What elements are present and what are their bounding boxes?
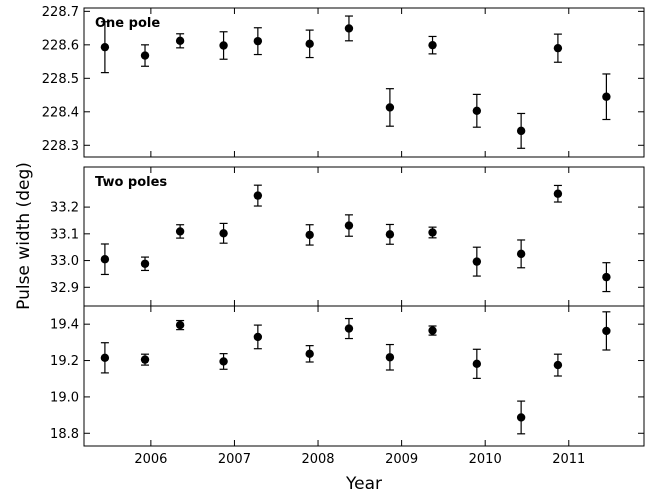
- data-point: [253, 36, 263, 46]
- data-point: [516, 249, 526, 259]
- data-point: [305, 349, 314, 359]
- y-tick-label: 228.4: [42, 105, 79, 120]
- data-point: [140, 355, 150, 364]
- data-point: [219, 41, 228, 50]
- data-point: [553, 360, 563, 370]
- y-tick-label: 32.9: [50, 281, 79, 296]
- panel-title: Two poles: [95, 175, 167, 190]
- data-point: [175, 320, 185, 330]
- panel-1: 228.3 228.4 228.5 228.6 228.7 One pole: [42, 5, 645, 158]
- panel-frame: [83, 305, 645, 447]
- data-point: [472, 257, 482, 266]
- x-axis-title: Year: [345, 474, 382, 490]
- data-point: [553, 43, 563, 53]
- data-point: [428, 40, 437, 50]
- y-tick-label: 33.2: [50, 201, 79, 216]
- data-point: [140, 259, 150, 268]
- data-point: [553, 189, 563, 198]
- data-point: [472, 359, 482, 369]
- x-axis: 2006 2007 2008 2009 2010 2011: [134, 452, 585, 467]
- data-point: [175, 36, 185, 46]
- data-point: [253, 191, 263, 200]
- panel-frame: [83, 7, 645, 158]
- y-tick-label: 33.1: [50, 227, 79, 242]
- data-point: [344, 24, 354, 33]
- y-tick-label: 228.5: [42, 72, 79, 87]
- data-point: [100, 255, 110, 264]
- data-point: [428, 228, 437, 237]
- data-point: [385, 230, 395, 239]
- x-tick-label: 2006: [134, 452, 167, 467]
- data-point: [219, 357, 228, 366]
- y-tick-label: 19.4: [50, 318, 79, 333]
- data-point: [602, 326, 611, 336]
- x-tick-label: 2008: [301, 452, 334, 467]
- y-tick-label: 228.6: [42, 38, 79, 53]
- data-point: [472, 106, 482, 115]
- data-point: [602, 92, 611, 101]
- data-point: [140, 51, 150, 60]
- data-point: [344, 324, 354, 333]
- data-point: [516, 413, 526, 422]
- data-point: [385, 353, 395, 362]
- y-axis-title: Pulse width (deg): [14, 162, 34, 310]
- y-tick-label: 18.8: [50, 427, 79, 442]
- panel-3: 18.8 19.0 19.2 19.4: [50, 305, 645, 447]
- x-tick-label: 2009: [385, 452, 418, 467]
- data-point: [344, 221, 354, 230]
- data-point: [253, 332, 263, 342]
- data-point: [100, 353, 110, 363]
- data-point: [602, 272, 611, 282]
- data-point: [516, 126, 526, 136]
- x-tick-label: 2011: [552, 452, 585, 467]
- panels: 228.3 228.4 228.5 228.6 228.7 One pole 32.9 33.…: [42, 5, 645, 447]
- data-point: [428, 326, 437, 335]
- y-tick-label: 228.7: [42, 5, 79, 20]
- y-tick-label: 19.0: [50, 390, 79, 405]
- y-tick-label: 33.0: [50, 254, 79, 269]
- panel-title: One pole: [95, 16, 160, 31]
- panel-frame: [83, 166, 645, 307]
- x-tick-label: 2007: [218, 452, 251, 467]
- data-point: [175, 227, 185, 236]
- y-tick-label: 228.3: [42, 139, 79, 154]
- x-tick-label: 2010: [469, 452, 502, 467]
- panel-2: 32.9 33.0 33.1 33.2 Two poles: [50, 166, 645, 307]
- data-point: [305, 39, 314, 49]
- data-point: [219, 229, 228, 238]
- y-tick-label: 19.2: [50, 354, 79, 369]
- data-point: [100, 42, 110, 52]
- data-point: [385, 103, 395, 112]
- data-point: [305, 230, 314, 240]
